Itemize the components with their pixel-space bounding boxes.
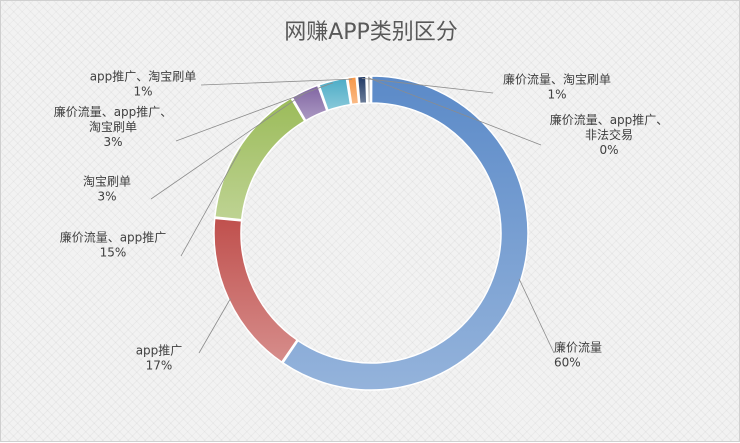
slice-1 [213,217,299,364]
slice-7 [366,75,372,104]
leader-line-1 [198,298,231,354]
leader-lines-layer [150,77,555,354]
slice-3 [291,84,328,122]
data-label-3: 淘宝刷单 3% [83,175,131,204]
leader-line-2 [180,149,241,257]
slice-0 [281,75,529,391]
data-labels-layer: 廉价流量 60% app推广 17% 廉价流量、app推广 15% 淘宝刷单 3% 廉价流量、a… [54,70,669,373]
data-label-0: 廉价流量 60% [554,340,602,370]
data-label-1: app推广 17% [136,344,183,373]
slice-6 [356,75,368,105]
data-label-4: 廉价流量、app推广、淘宝刷单 3% [54,104,173,149]
leader-line-3 [150,92,306,200]
slices-layer [213,75,529,391]
data-label-2: 廉价流量、app推广 15% [60,230,167,260]
data-label-7: 廉价流量、app推广、非法交易 0% [550,112,669,157]
data-label-6: 廉价流量、淘宝刷单 1% [503,72,611,102]
leader-line-7 [368,77,542,146]
slice-5 [346,75,360,106]
leader-line-6 [361,77,494,94]
leader-line-0 [518,278,555,354]
slice-4 [318,77,352,112]
slice-2 [213,96,306,221]
leader-line-4 [175,82,334,142]
leader-line-5 [200,78,353,86]
chart-title: 网赚APP类别区分 [284,20,458,45]
data-label-5: app推广、淘宝刷单 1% [90,70,197,99]
